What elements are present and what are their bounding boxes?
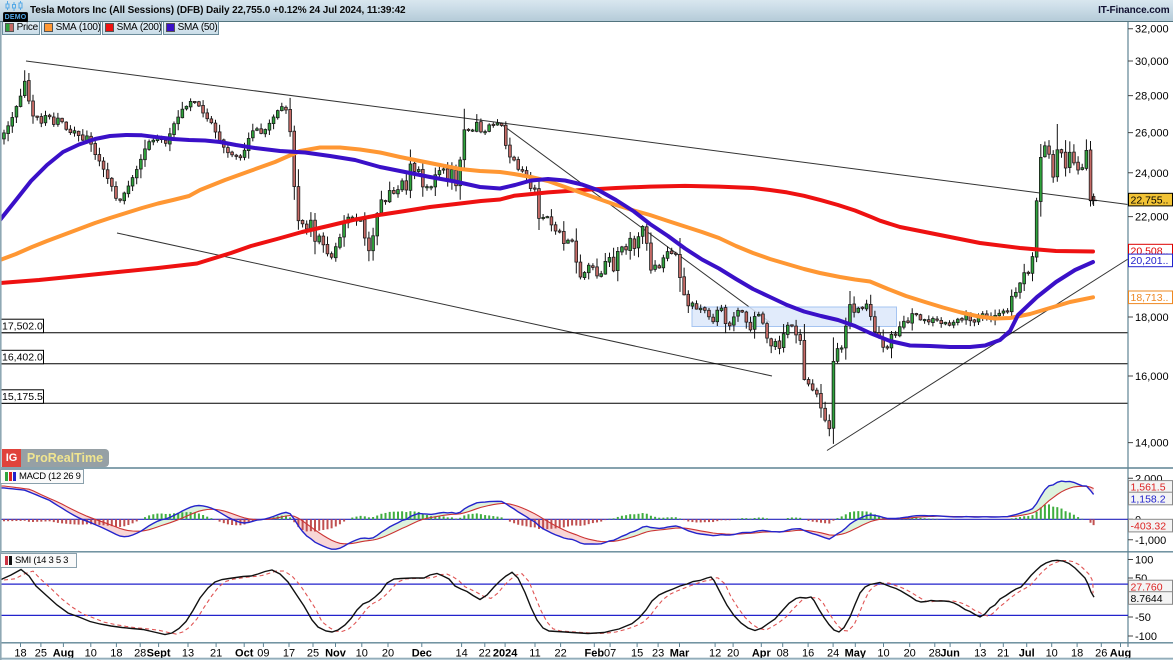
svg-text:28,000: 28,000 <box>1135 91 1169 103</box>
svg-text:18: 18 <box>110 648 122 660</box>
svg-text:26,000: 26,000 <box>1135 128 1169 140</box>
svg-text:8.7644: 8.7644 <box>1131 593 1163 605</box>
svg-text:20: 20 <box>382 648 394 660</box>
svg-text:24: 24 <box>827 648 839 660</box>
svg-text:Nov: Nov <box>325 648 347 660</box>
svg-text:22: 22 <box>479 648 491 660</box>
svg-text:14,000: 14,000 <box>1135 438 1169 450</box>
svg-text:20: 20 <box>727 648 739 660</box>
svg-text:26: 26 <box>1095 648 1107 660</box>
svg-text:Feb: Feb <box>585 648 605 660</box>
svg-text:Jul: Jul <box>1019 648 1035 660</box>
svg-text:16,402.0: 16,402.0 <box>2 351 43 363</box>
svg-text:Mar: Mar <box>670 648 690 660</box>
svg-text:23: 23 <box>652 648 664 660</box>
svg-text:22,755..: 22,755.. <box>1131 194 1169 206</box>
svg-text:-403.32: -403.32 <box>1131 520 1167 532</box>
svg-text:15,175.5: 15,175.5 <box>2 391 43 403</box>
svg-text:Sept: Sept <box>147 648 171 660</box>
svg-text:18,000: 18,000 <box>1135 312 1169 324</box>
svg-text:-1,000: -1,000 <box>1135 535 1166 547</box>
svg-text:14: 14 <box>455 648 467 660</box>
svg-text:May: May <box>845 648 867 660</box>
svg-text:08: 08 <box>777 648 789 660</box>
svg-text:18,713..: 18,713.. <box>1131 292 1169 304</box>
svg-text:17,502.0: 17,502.0 <box>2 320 43 332</box>
svg-text:13: 13 <box>974 648 986 660</box>
svg-text:11: 11 <box>529 648 540 660</box>
svg-text:Dec: Dec <box>412 648 432 660</box>
svg-text:32,000: 32,000 <box>1135 24 1169 36</box>
svg-text:Apr: Apr <box>752 648 772 660</box>
svg-text:Jun: Jun <box>940 648 960 660</box>
svg-text:28: 28 <box>134 648 146 660</box>
svg-text:28: 28 <box>929 648 941 660</box>
svg-text:25: 25 <box>35 648 47 660</box>
svg-text:12: 12 <box>709 648 721 660</box>
svg-text:100: 100 <box>1135 555 1153 567</box>
svg-text:1,158.2: 1,158.2 <box>1131 493 1166 505</box>
svg-text:Aug: Aug <box>1110 648 1131 660</box>
svg-text:-50: -50 <box>1135 612 1151 624</box>
svg-text:10: 10 <box>356 648 368 660</box>
svg-text:10: 10 <box>1046 648 1058 660</box>
svg-text:18: 18 <box>1071 648 1083 660</box>
svg-text:20,201..: 20,201.. <box>1131 255 1169 267</box>
svg-text:22: 22 <box>554 648 566 660</box>
svg-text:21: 21 <box>210 648 222 660</box>
svg-text:10: 10 <box>85 648 97 660</box>
svg-text:30,000: 30,000 <box>1135 56 1169 68</box>
svg-text:16,000: 16,000 <box>1135 371 1169 383</box>
svg-text:21: 21 <box>997 648 1009 660</box>
svg-text:17: 17 <box>283 648 295 660</box>
svg-text:10: 10 <box>877 648 889 660</box>
svg-text:Aug: Aug <box>53 648 74 660</box>
svg-text:Oct: Oct <box>235 648 254 660</box>
svg-text:2024: 2024 <box>493 648 518 660</box>
svg-text:-100: -100 <box>1135 631 1157 643</box>
svg-text:13: 13 <box>182 648 194 660</box>
svg-text:15: 15 <box>631 648 643 660</box>
svg-text:18: 18 <box>14 648 26 660</box>
svg-text:24,000: 24,000 <box>1135 168 1169 180</box>
svg-text:16: 16 <box>802 648 814 660</box>
svg-text:25: 25 <box>307 648 319 660</box>
svg-text:20: 20 <box>904 648 916 660</box>
svg-text:07: 07 <box>604 648 616 660</box>
svg-text:09: 09 <box>257 648 269 660</box>
svg-text:22,000: 22,000 <box>1135 212 1169 224</box>
